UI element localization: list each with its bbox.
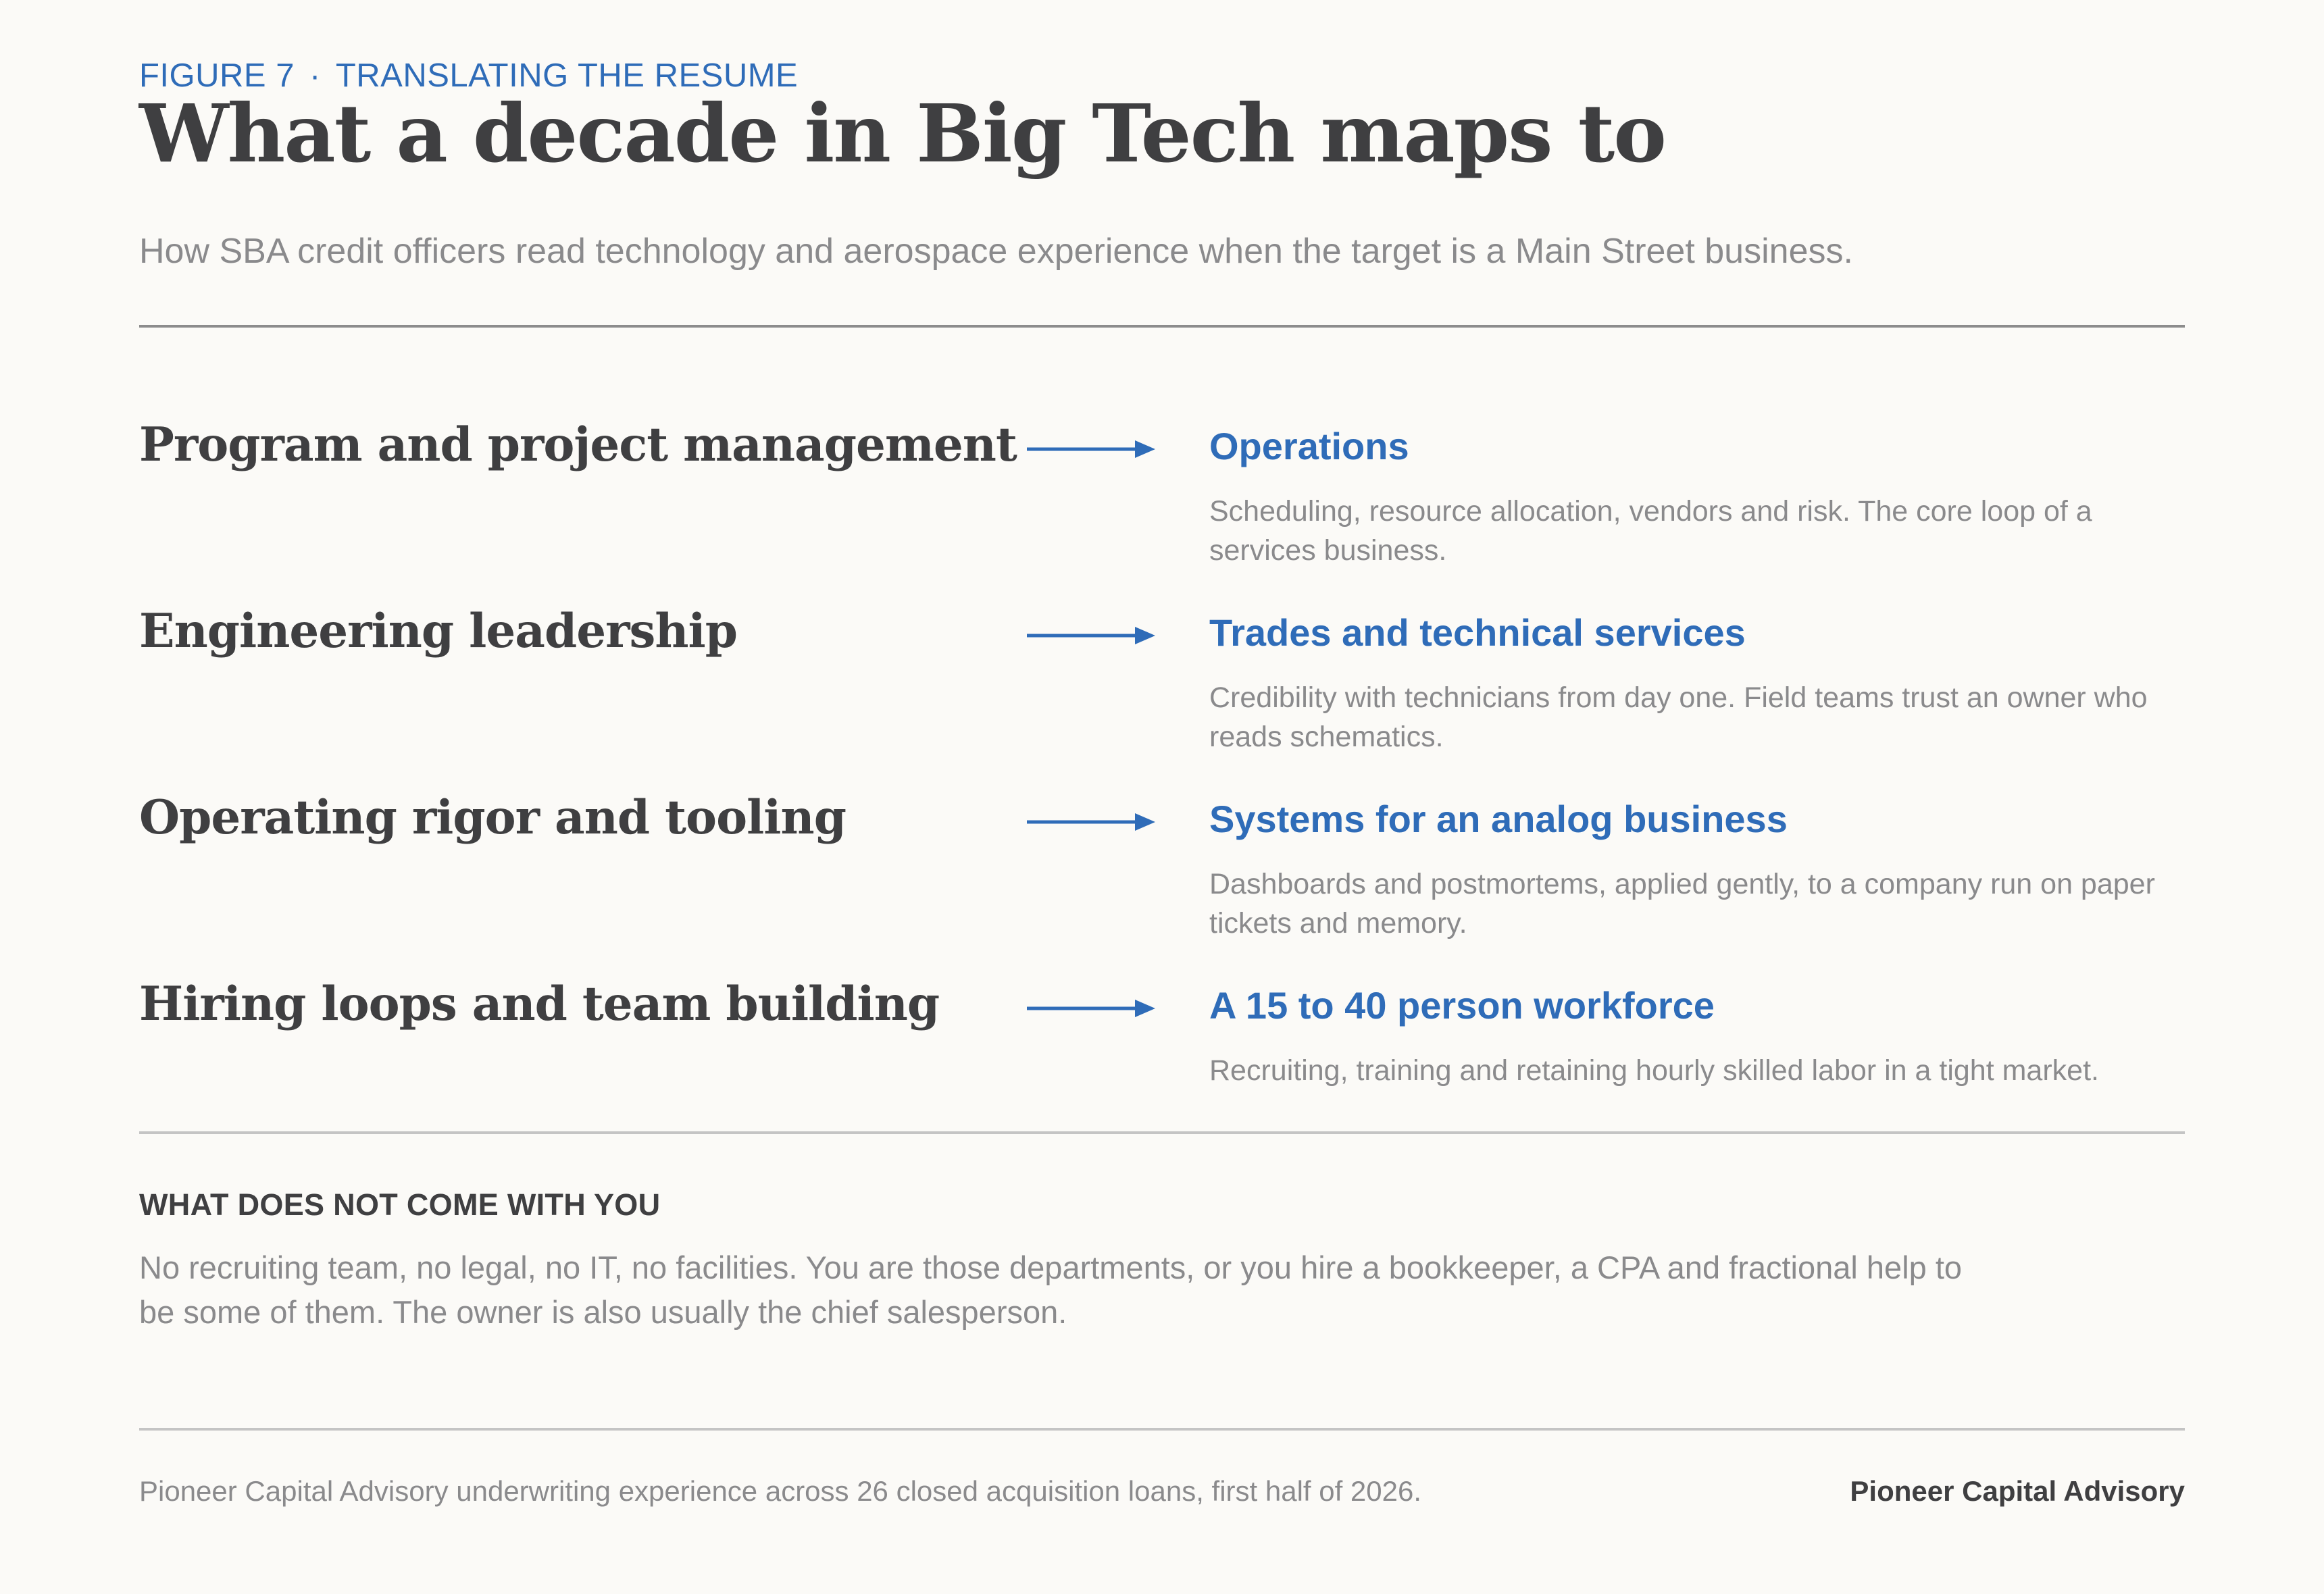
mapping-source: Hiring loops and team building <box>139 977 940 1031</box>
mapping-source: Engineering leadership <box>139 604 738 659</box>
mapping-description: Scheduling, resource allocation, vendors… <box>1209 495 2092 567</box>
mapping-row-2: Engineering leadership Trades and techni… <box>139 604 2185 790</box>
figure-kicker: FIGURE 7 · TRANSLATING THE RESUME <box>139 57 798 95</box>
mapping-target: A 15 to 40 person workforce <box>1209 984 1715 1027</box>
mapping-row-4: Hiring loops and team building A 15 to 4… <box>139 977 2185 1163</box>
arrow-right-icon <box>1027 440 1155 458</box>
kicker-separator: · <box>309 57 321 94</box>
mapping-source: Program and project management <box>139 417 1017 472</box>
mapping-row-3: Operating rigor and tooling Systems for … <box>139 790 2185 977</box>
note-heading: WHAT DOES NOT COME WITH YOU <box>139 1187 661 1222</box>
arrow-right-icon <box>1027 813 1155 831</box>
mapping-description: Recruiting, training and retaining hourl… <box>1209 1054 2099 1087</box>
mapping-source: Operating rigor and tooling <box>139 790 847 845</box>
mapping-description: Credibility with technicians from day on… <box>1209 682 2148 753</box>
source-note: Pioneer Capital Advisory underwriting ex… <box>139 1475 1422 1507</box>
note-body: No recruiting team, no legal, no IT, no … <box>139 1250 1963 1330</box>
mapping-row-1: Program and project management Operation… <box>139 417 2185 604</box>
page-subtitle: How SBA credit officers read technology … <box>139 232 1853 271</box>
footer-divider <box>139 1428 2185 1431</box>
mapping-target: Operations <box>1209 425 1409 467</box>
section-divider <box>139 1131 2185 1134</box>
arrow-right-icon <box>1027 1000 1155 1017</box>
mapping-description: Dashboards and postmortems, applied gent… <box>1209 868 2155 940</box>
header-divider <box>139 325 2185 328</box>
figure-label: FIGURE 7 <box>139 57 295 94</box>
mapping-target: Systems for an analog business <box>1209 798 1788 840</box>
mapping-target: Trades and technical services <box>1209 611 1746 654</box>
brand-name: Pioneer Capital Advisory <box>1850 1475 2185 1507</box>
arrow-right-icon <box>1027 627 1155 644</box>
page-title: What a decade in Big Tech maps to <box>139 86 1667 180</box>
kicker-text: TRANSLATING THE RESUME <box>335 57 799 94</box>
